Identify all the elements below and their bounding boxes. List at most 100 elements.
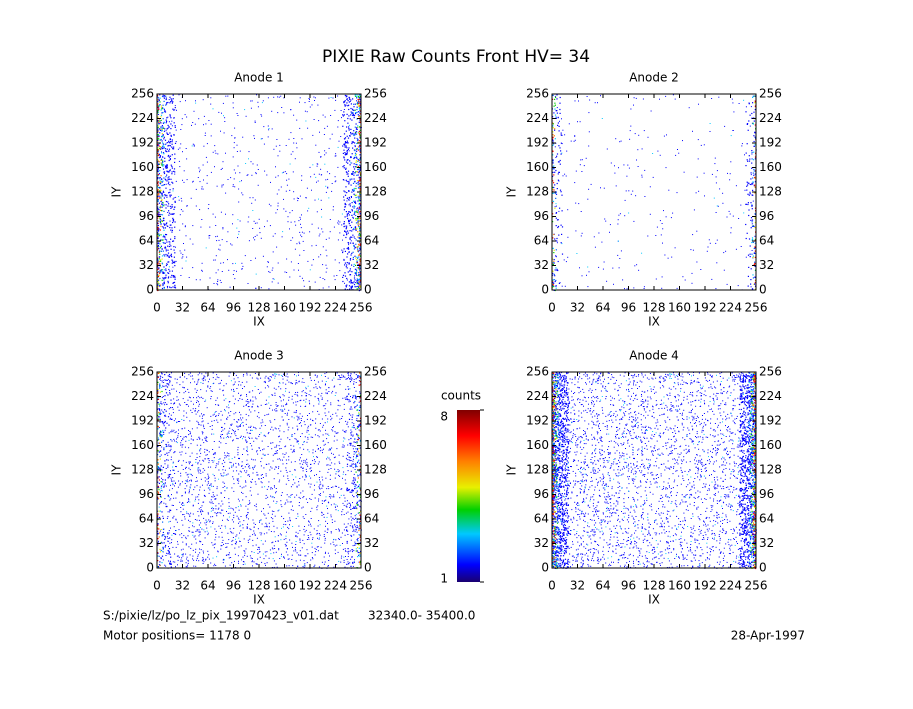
count-pixel [182, 256, 183, 257]
count-pixel [339, 470, 340, 471]
count-pixel [171, 403, 172, 404]
count-pixel [272, 128, 273, 129]
count-pixel [181, 201, 182, 202]
count-pixel [228, 405, 229, 406]
count-pixel [554, 259, 555, 260]
count-pixel [258, 106, 259, 107]
count-pixel [337, 222, 338, 223]
count-pixel [552, 134, 553, 135]
count-pixel [278, 283, 279, 284]
count-pixel [197, 439, 198, 440]
count-pixel [260, 532, 261, 533]
count-pixel [347, 118, 348, 119]
count-pixel [180, 214, 181, 215]
count-pixel [299, 381, 300, 382]
count-pixel [266, 495, 267, 496]
count-pixel [351, 209, 352, 210]
count-pixel [208, 204, 209, 205]
count-pixel [179, 161, 180, 162]
count-pixel [194, 146, 195, 147]
count-pixel [710, 243, 711, 244]
count-pixel [223, 161, 224, 162]
count-pixel [283, 112, 284, 113]
count-pixel [297, 198, 298, 199]
count-pixel [221, 186, 222, 187]
count-pixel [356, 270, 357, 271]
count-pixel [354, 236, 355, 237]
count-pixel [161, 387, 162, 388]
count-pixel [358, 281, 359, 282]
count-pixel [350, 178, 351, 179]
count-pixel [170, 196, 171, 197]
count-pixel [206, 528, 207, 529]
count-pixel [350, 457, 351, 458]
count-pixel [191, 198, 192, 199]
count-pixel [231, 562, 232, 563]
count-pixel [268, 432, 269, 433]
count-pixel [168, 150, 169, 151]
count-pixel [347, 253, 348, 254]
count-pixel [321, 174, 322, 175]
count-pixel [284, 558, 285, 559]
count-pixel [356, 131, 357, 132]
count-pixel [349, 262, 350, 263]
count-pixel [358, 181, 359, 182]
count-pixel [167, 134, 168, 135]
count-pixel [169, 511, 170, 512]
count-pixel [162, 255, 163, 256]
count-pixel [217, 377, 218, 378]
count-pixel [261, 511, 262, 512]
count-pixel [624, 215, 625, 216]
count-pixel [301, 214, 302, 215]
count-pixel [169, 184, 170, 185]
count-pixel [338, 400, 339, 401]
count-pixel [174, 261, 175, 262]
count-pixel [322, 427, 323, 428]
count-pixel [325, 403, 326, 404]
count-pixel [731, 227, 732, 228]
count-pixel [300, 436, 301, 437]
count-pixel [751, 184, 752, 185]
count-pixel [221, 545, 222, 546]
count-pixel [245, 255, 246, 256]
count-pixel [299, 232, 300, 233]
count-pixel [355, 104, 356, 105]
count-pixel [203, 383, 204, 384]
count-pixel [261, 465, 262, 466]
count-pixel [359, 254, 360, 255]
count-pixel [317, 105, 318, 106]
count-pixel [175, 566, 176, 567]
count-pixel [657, 227, 658, 228]
count-pixel [159, 257, 160, 258]
count-pixel [172, 168, 173, 169]
count-pixel [180, 507, 181, 508]
x-tick-label: 96 [226, 301, 241, 315]
count-pixel [158, 234, 159, 235]
count-pixel [170, 159, 171, 160]
y-tick-label-right: 128 [759, 185, 782, 199]
count-pixel [283, 374, 284, 375]
count-pixel [279, 436, 280, 437]
count-pixel [161, 270, 162, 271]
count-pixel [292, 474, 293, 475]
y-tick-label-right: 96 [759, 209, 774, 223]
count-pixel [272, 497, 273, 498]
count-pixel [334, 227, 335, 228]
count-pixel [288, 179, 289, 180]
count-pixel [186, 206, 187, 207]
count-pixel [323, 278, 324, 279]
x-axis-label: IX [253, 315, 265, 329]
count-pixel [174, 117, 175, 118]
count-pixel [648, 137, 649, 138]
count-pixel [310, 511, 311, 512]
count-pixel [169, 121, 170, 122]
count-pixel [356, 220, 357, 221]
count-pixel [338, 224, 339, 225]
count-pixel [272, 281, 273, 282]
count-pixel [238, 478, 239, 479]
count-pixel [165, 504, 166, 505]
count-pixel [166, 234, 167, 235]
count-pixel [169, 490, 170, 491]
count-pixel [171, 542, 172, 543]
count-pixel [168, 145, 169, 146]
